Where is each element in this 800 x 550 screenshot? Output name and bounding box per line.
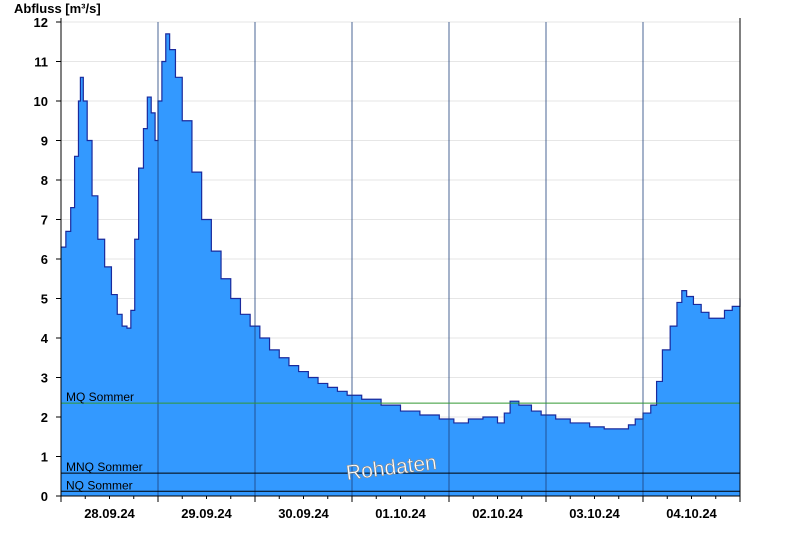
discharge-fill <box>61 33 740 496</box>
y-tick-label: 5 <box>41 292 48 307</box>
x-tick-label: 29.09.24 <box>181 506 232 521</box>
x-tick-label: 04.10.24 <box>666 506 717 521</box>
y-tick-label: 9 <box>41 134 48 149</box>
y-tick-label: 11 <box>34 55 48 70</box>
day-separator-lines <box>157 22 644 496</box>
reference-label: MNQ Sommer <box>66 460 143 474</box>
y-tick-label: 0 <box>41 489 48 504</box>
y-axis-label: Abfluss [m³/s] <box>14 1 101 16</box>
x-tick-label: 01.10.24 <box>375 506 426 521</box>
reference-lines: MQ Sommer MNQ Sommer NQ Sommer <box>61 390 740 492</box>
y-tick-label: 2 <box>41 410 48 425</box>
x-tick-label: 28.09.24 <box>84 506 135 521</box>
x-tick-label: 30.09.24 <box>278 506 329 521</box>
y-tick-label: 4 <box>41 331 49 346</box>
y-tick-label: 8 <box>41 173 48 188</box>
x-tick-label: 03.10.24 <box>569 506 620 521</box>
reference-label: MQ Sommer <box>66 390 134 404</box>
discharge-area <box>61 33 741 496</box>
y-tick-label: 12 <box>34 15 48 30</box>
x-tick-label: 02.10.24 <box>472 506 523 521</box>
reference-label: NQ Sommer <box>66 478 133 492</box>
y-tick-label: 1 <box>41 450 48 465</box>
y-tick-label: 10 <box>34 94 48 109</box>
y-tick-label: 6 <box>41 252 48 267</box>
axes <box>56 18 741 502</box>
y-tick-label: 7 <box>41 213 48 228</box>
x-tick-labels: 28.09.24 29.09.24 30.09.24 01.10.24 02.10.24… <box>84 506 717 521</box>
discharge-line <box>61 33 741 430</box>
y-tick-label: 3 <box>41 371 48 386</box>
